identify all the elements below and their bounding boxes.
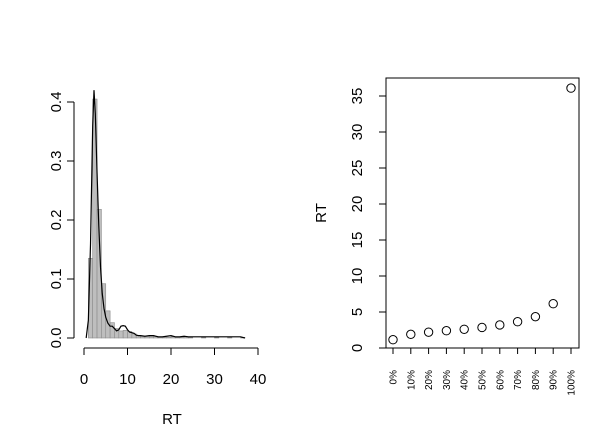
quantile-x-tick-label-0: 0% [389, 370, 400, 385]
quantile-point-7 [512, 317, 523, 327]
quantile-x-tick-label-5: 50% [478, 370, 489, 390]
quantile-x-tick-label-1: 10% [406, 370, 417, 390]
quantile-x-tick-label-2: 20% [424, 370, 435, 390]
histogram-bar-20 [175, 337, 181, 339]
quantile-y-tick-label-2: 10 [349, 268, 366, 285]
quantile-point-8 [530, 311, 541, 322]
quantile-y-tick-label-5: 25 [349, 160, 366, 177]
histogram-x-tick-label-4: 40 [250, 371, 267, 388]
histogram-bar-26 [227, 337, 233, 339]
quantile-point-1 [406, 329, 416, 340]
histogram-y-tick-label-1: 0.1 [48, 269, 65, 290]
histogram-bar-23 [188, 337, 194, 339]
quantile-y-tick-label-6: 30 [349, 124, 366, 141]
histogram-x-axis: 0 10 20 30 40 [80, 347, 267, 388]
quantile-point-10 [566, 83, 576, 93]
quantile-y-tick-label-7: 35 [349, 88, 366, 105]
quantile-x-tick-label-9: 90% [549, 370, 560, 390]
quantile-x-tick-label-6: 60% [495, 370, 506, 390]
quantile-plot-frame [385, 77, 580, 349]
histogram-x-tick-label-0: 0 [80, 371, 88, 388]
quantile-y-axis-label: RT [313, 203, 330, 223]
quantile-points [388, 83, 576, 345]
histogram-bar-25 [214, 337, 220, 339]
histogram-bar-18 [166, 337, 172, 339]
histogram-bars [88, 98, 246, 339]
quantile-x-tick-label-7: 70% [513, 370, 524, 390]
histogram-x-tick-label-1: 10 [119, 371, 136, 388]
histogram-bar-8 [122, 330, 128, 339]
quantile-y-tick-label-3: 15 [349, 232, 366, 249]
quantile-panel: 0% 10% 20% 30% 40% 50% 60% 70% 80% 90% 100% 0 5 10 15… [313, 77, 580, 396]
quantile-x-tick-label-4: 40% [460, 370, 471, 390]
quantile-x-tick-label-3: 30% [442, 370, 453, 390]
quantile-point-0 [388, 335, 398, 345]
quantile-point-6 [495, 320, 505, 330]
quantile-x-tick-label-8: 80% [531, 370, 542, 390]
quantile-x-tick-label-10: 100% [567, 370, 578, 396]
histogram-y-axis: 0.0 0.1 0.2 0.3 0.4 [48, 92, 75, 349]
histogram-bar-21 [179, 337, 185, 339]
quantile-point-9 [548, 299, 558, 309]
quantile-point-4 [459, 324, 469, 334]
quantile-x-axis: 0% 10% 20% 30% 40% 50% 60% 70% 80% 90% 100% [389, 348, 578, 396]
quantile-point-2 [423, 327, 434, 337]
histogram-x-tick-label-2: 20 [163, 371, 180, 388]
histogram-bar-14 [148, 336, 154, 339]
histogram-x-axis-label: RT [162, 411, 182, 428]
quantile-y-tick-label-4: 20 [349, 196, 366, 213]
histogram-y-tick-label-2: 0.2 [48, 210, 65, 231]
histogram-y-tick-label-4: 0.4 [48, 92, 65, 113]
quantile-y-tick-label-1: 5 [349, 308, 366, 316]
quantile-y-axis: 0 5 10 15 20 25 30 35 [349, 88, 386, 352]
histogram-bar-17 [162, 337, 167, 339]
histogram-panel: 0 10 20 30 40 0.0 0.1 0.2 0.3 0.4 RT [48, 90, 266, 428]
quantile-y-tick-label-0: 0 [349, 344, 366, 352]
histogram-bar-16 [157, 337, 163, 339]
histogram-bar-24 [201, 337, 207, 339]
quantile-point-5 [477, 322, 487, 333]
histogram-bar-5 [109, 322, 115, 339]
histogram-y-tick-label-3: 0.3 [48, 151, 65, 172]
histogram-bar-7 [118, 330, 124, 339]
histogram-y-tick-label-0: 0.0 [48, 328, 65, 349]
quantile-point-3 [441, 326, 452, 336]
histogram-x-tick-label-3: 30 [206, 371, 223, 388]
density-curve [85, 90, 246, 339]
